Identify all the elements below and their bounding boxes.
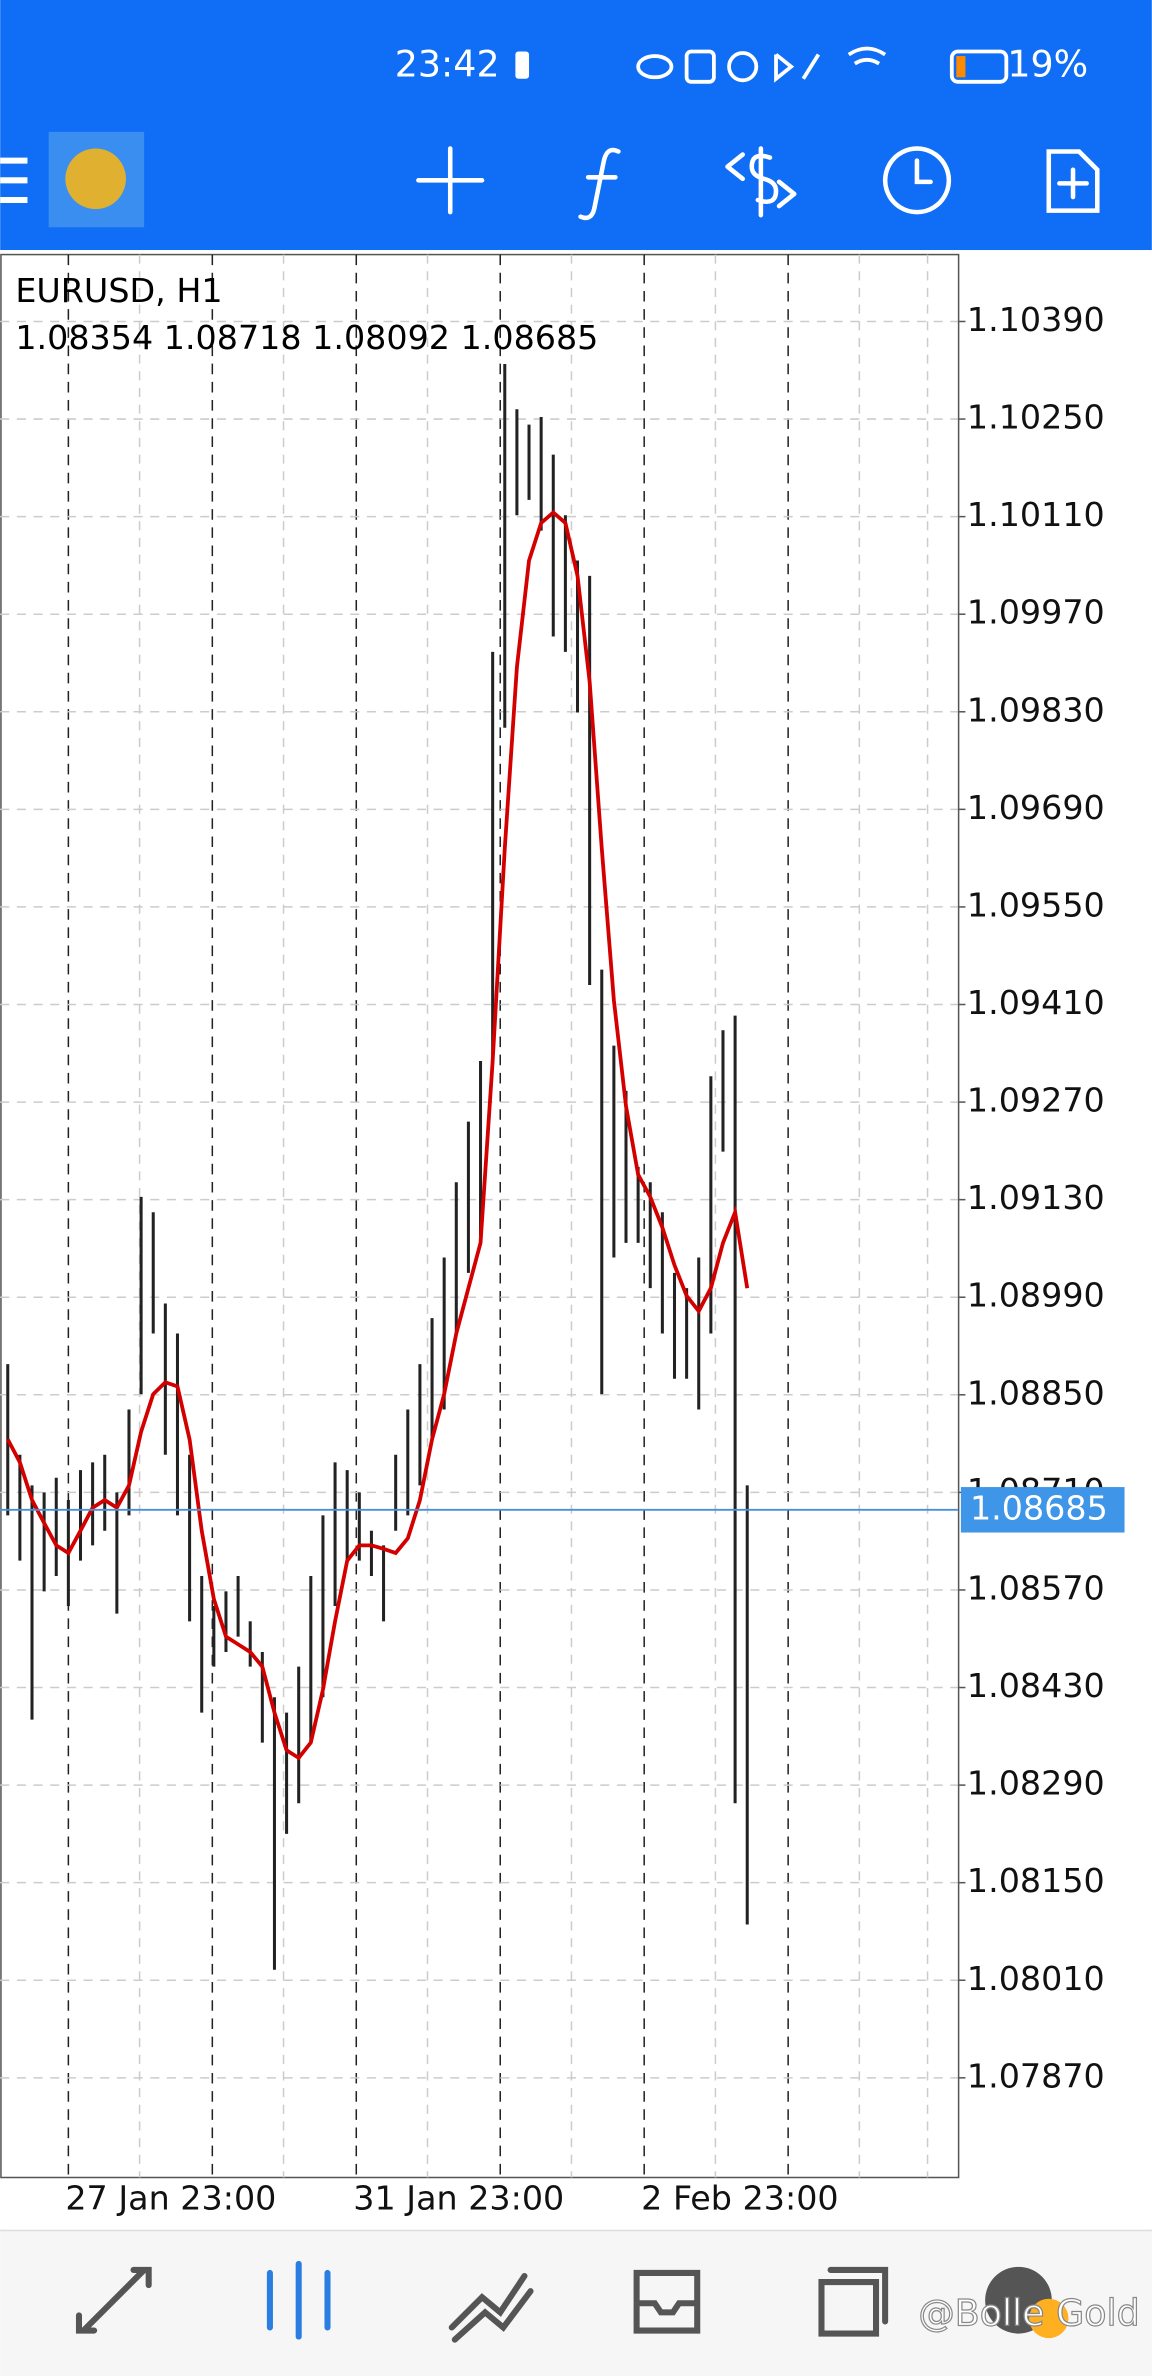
x-tick-label: 2 Feb 23:00 (641, 2179, 838, 2218)
y-tick-label: 1.09270 (967, 1081, 1105, 1120)
status-icon (515, 51, 530, 79)
y-tick-label: 1.08570 (967, 1568, 1105, 1607)
battery-level (956, 56, 966, 78)
y-tick-label: 1.10250 (967, 398, 1105, 437)
bottom-nav (0, 2230, 1152, 2376)
x-tick-label: 27 Jan 23:00 (65, 2179, 276, 2218)
y-tick-label: 1.09830 (967, 690, 1105, 729)
y-tick-label: 1.09550 (967, 885, 1105, 924)
grid (0, 254, 958, 2178)
y-tick-label: 1.07870 (967, 2056, 1105, 2095)
indicators-button[interactable] (578, 147, 621, 221)
y-tick-label: 1.08010 (967, 1959, 1105, 1998)
y-tick-label: 1.09130 (967, 1178, 1105, 1217)
trade-button[interactable] (725, 146, 797, 218)
crosshair-button[interactable] (416, 146, 485, 215)
period-button[interactable] (882, 146, 952, 215)
price-axis: 27 Jan 23:00 31 Jan 23:00 2 Feb 23:00 1.103… (65, 300, 1125, 2218)
y-tick-label: 1.08150 (967, 1861, 1105, 1900)
watermark: @Bolle Gold (918, 2291, 1139, 2334)
nav-trade[interactable] (448, 2272, 534, 2343)
y-tick-label: 1.10390 (967, 300, 1105, 339)
status-time: 23:42 (395, 43, 500, 86)
watermark-logo (1029, 2298, 1069, 2339)
y-tick-label: 1.08990 (967, 1276, 1105, 1315)
y-tick-label: 1.08290 (967, 1764, 1105, 1803)
y-tick-label: 1.08430 (967, 1666, 1105, 1705)
nav-chart[interactable] (266, 2260, 331, 2340)
menu-button[interactable] (0, 157, 28, 204)
new-order-button[interactable] (1046, 149, 1100, 213)
status-battery: 19% (1007, 43, 1088, 86)
current-price-label: 1.08685 (970, 1488, 1108, 1527)
chart-ohlc: 1.08354 1.08718 1.08092 1.08685 (15, 318, 598, 357)
app-icon-logo (65, 148, 126, 210)
y-tick-label: 1.09970 (967, 593, 1105, 632)
current-price-box (960, 1487, 1125, 1533)
x-tick-label: 31 Jan 23:00 (353, 2179, 564, 2218)
y-tick-label: 1.09410 (967, 983, 1105, 1022)
y-tick-label: 1.09690 (967, 788, 1105, 827)
header-background (0, 0, 1152, 251)
y-tick-label: 1.08850 (967, 1373, 1105, 1412)
nav-history[interactable] (633, 2269, 701, 2334)
chart-symbol: EURUSD, H1 (15, 271, 222, 310)
moving-average (6, 509, 750, 1761)
nav-quotes[interactable] (75, 2266, 152, 2334)
y-tick-label: 1.10110 (967, 495, 1105, 534)
status-icons (636, 46, 1009, 84)
plot (0, 363, 958, 1970)
nav-news[interactable] (818, 2266, 889, 2337)
